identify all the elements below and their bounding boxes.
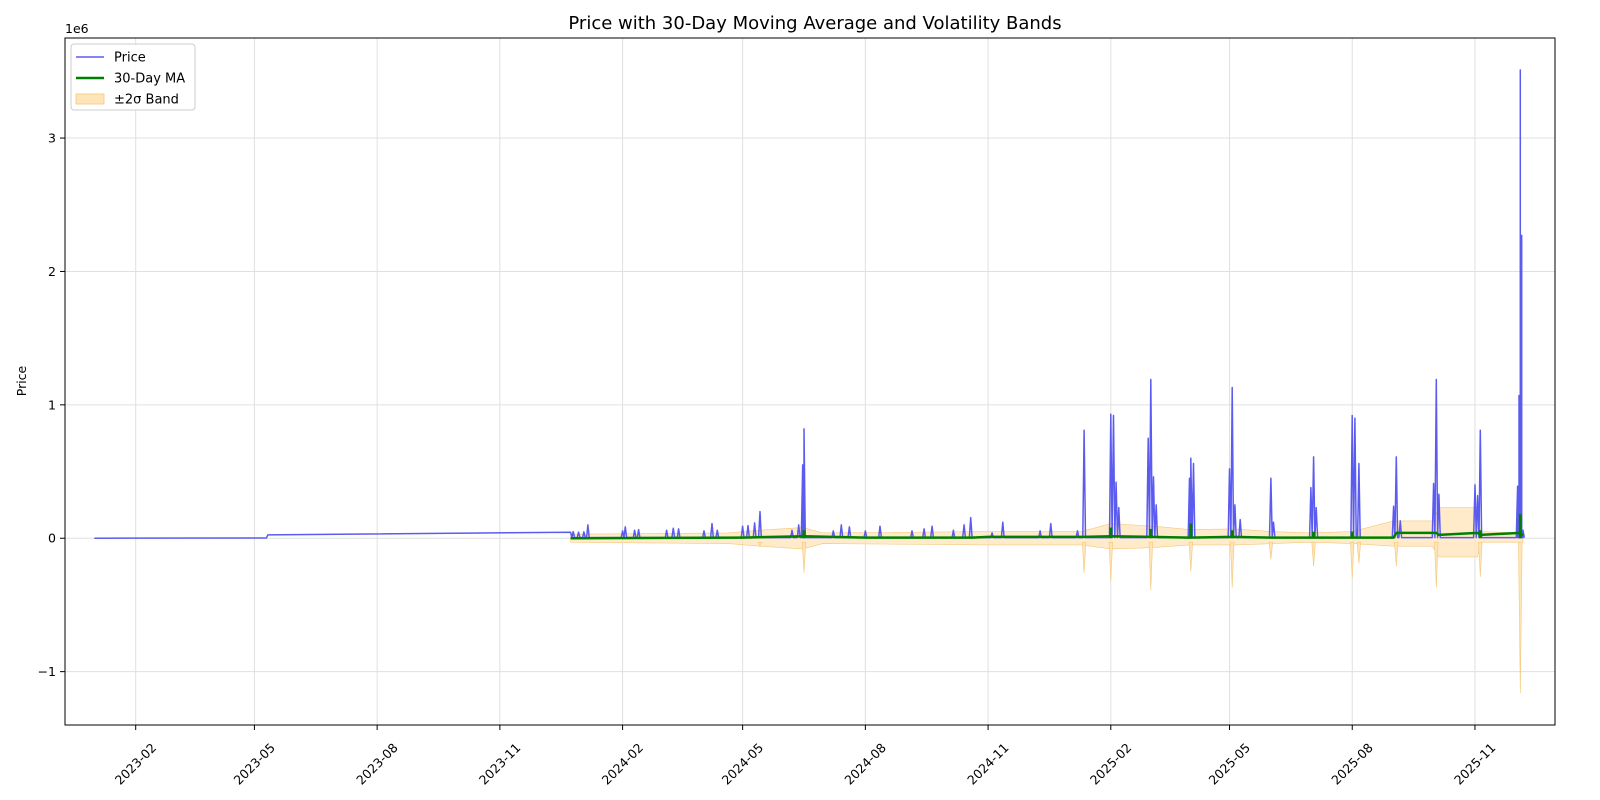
- band-dip: [1311, 541, 1316, 567]
- ma-layer: [570, 514, 1524, 540]
- y-tick-label: 2: [48, 264, 56, 279]
- y-tick-label: 1: [48, 397, 56, 412]
- legend-label-price: Price: [114, 51, 146, 66]
- chart-title: Price with 30-Day Moving Average and Vol…: [568, 13, 1061, 34]
- band-dip: [1518, 541, 1523, 694]
- band-layer: [570, 507, 1524, 694]
- band-dip: [801, 541, 807, 573]
- band-dip: [1268, 541, 1274, 560]
- y-offset-label: 1e6: [65, 21, 89, 36]
- legend-box: [70, 43, 196, 111]
- band-dip: [1478, 541, 1483, 577]
- y-tick-label: 3: [48, 131, 56, 146]
- plot-frame: [64, 37, 1556, 726]
- band-dip: [1188, 541, 1193, 572]
- legend: Price 30-Day MA ±2σ Band: [70, 43, 196, 111]
- band-dip: [1148, 541, 1153, 591]
- band-dip: [1356, 541, 1362, 564]
- band-dip: [1434, 541, 1439, 588]
- legend-label-ma: 30-Day MA: [114, 72, 185, 87]
- y-tick-label: −1: [38, 664, 56, 679]
- band-dip: [1081, 541, 1087, 573]
- volatility-band: [570, 507, 1524, 558]
- band-dip: [1108, 541, 1113, 581]
- legend-swatch-band: [75, 93, 105, 105]
- band-dip: [1394, 541, 1399, 567]
- band-dip: [757, 541, 763, 547]
- y-tick-label: 0: [48, 531, 56, 546]
- band-dip: [1230, 541, 1235, 588]
- legend-label-band: ±2σ Band: [114, 93, 179, 108]
- band-dip: [1350, 541, 1355, 579]
- y-axis-label: Price: [14, 365, 29, 396]
- y-axis: −1 0 1 2 3: [38, 131, 65, 679]
- ma-series-line: [570, 531, 1524, 540]
